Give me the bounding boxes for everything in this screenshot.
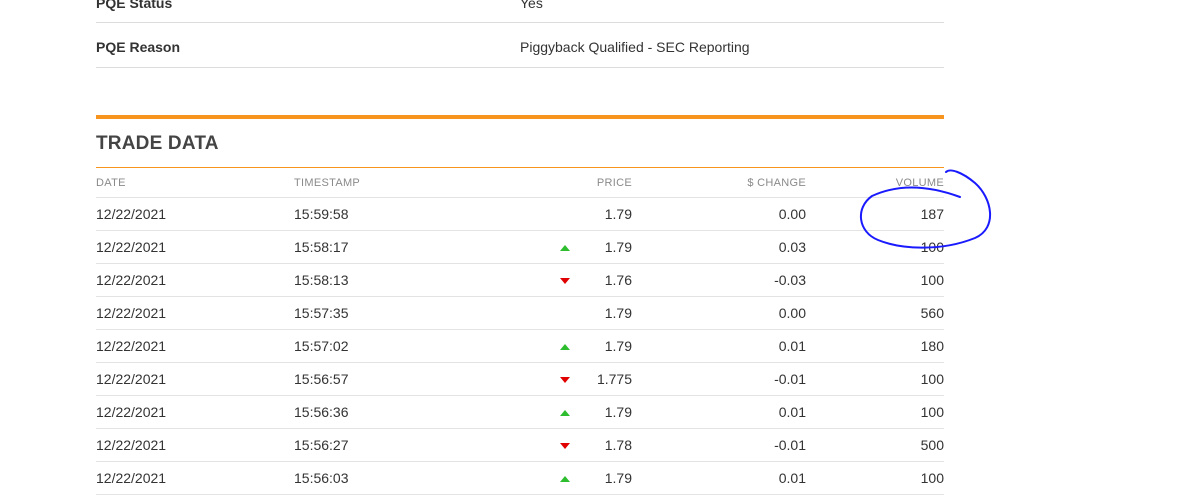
column-header-volume[interactable]: VOLUME bbox=[806, 169, 944, 198]
pqe-reason-value: Piggyback Qualified - SEC Reporting bbox=[520, 39, 750, 55]
cell-direction bbox=[556, 428, 586, 462]
table-row: 12/22/2021 15:56:27 1.78 -0.01 500 bbox=[96, 428, 944, 462]
cell-volume: 180 bbox=[806, 329, 944, 363]
cell-direction bbox=[556, 329, 586, 363]
quote-page: PQE Status Yes PQE Reason Piggyback Qual… bbox=[96, 0, 944, 495]
cell-change: 0.03 bbox=[632, 230, 806, 264]
cell-price: 1.79 bbox=[586, 197, 632, 231]
cell-date: 12/22/2021 bbox=[96, 395, 292, 429]
table-row: 12/22/2021 15:58:17 1.79 0.03 100 bbox=[96, 230, 944, 264]
table-row: 12/22/2021 15:59:58 1.79 0.00 187 bbox=[96, 197, 944, 231]
triangle-down-icon bbox=[560, 278, 570, 285]
cell-volume: 187 bbox=[806, 197, 944, 231]
cell-date: 12/22/2021 bbox=[96, 230, 292, 264]
cell-volume: 560 bbox=[806, 296, 944, 330]
cell-date: 12/22/2021 bbox=[96, 263, 292, 297]
trade-rows: 12/22/2021 15:59:58 1.79 0.00 187 12/22/2021 1… bbox=[96, 197, 944, 495]
table-row: 12/22/2021 15:57:35 1.79 0.00 560 bbox=[96, 296, 944, 330]
cell-volume: 100 bbox=[806, 230, 944, 264]
column-header-direction bbox=[556, 169, 586, 198]
cell-price: 1.79 bbox=[586, 395, 632, 429]
section-divider bbox=[96, 167, 944, 168]
cell-direction bbox=[556, 230, 586, 264]
triangle-up-icon bbox=[560, 245, 570, 252]
triangle-up-icon bbox=[560, 476, 570, 483]
cell-change: 0.01 bbox=[632, 329, 806, 363]
trade-data-table: DATE TIMESTAMP PRICE $ CHANGE VOLUME 12/… bbox=[96, 169, 944, 495]
trade-data-title: TRADE DATA bbox=[96, 133, 219, 154]
cell-change: 0.01 bbox=[632, 461, 806, 495]
pqe-status-row: PQE Status Yes bbox=[96, 0, 944, 23]
cell-timestamp: 15:56:03 bbox=[292, 461, 556, 495]
cell-date: 12/22/2021 bbox=[96, 461, 292, 495]
cell-date: 12/22/2021 bbox=[96, 362, 292, 396]
cell-timestamp: 15:59:58 bbox=[292, 197, 556, 231]
table-row: 12/22/2021 15:57:02 1.79 0.01 180 bbox=[96, 329, 944, 363]
triangle-down-icon bbox=[560, 443, 570, 450]
cell-timestamp: 15:56:36 bbox=[292, 395, 556, 429]
column-header-price[interactable]: PRICE bbox=[586, 169, 632, 198]
pqe-status-value: Yes bbox=[520, 0, 543, 11]
cell-timestamp: 15:57:02 bbox=[292, 329, 556, 363]
section-accent-bar bbox=[96, 115, 944, 119]
cell-direction bbox=[556, 362, 586, 396]
table-row: 12/22/2021 15:56:57 1.775 -0.01 100 bbox=[96, 362, 944, 396]
cell-change: -0.03 bbox=[632, 263, 806, 297]
table-row: 12/22/2021 15:58:13 1.76 -0.03 100 bbox=[96, 263, 944, 297]
cell-change: -0.01 bbox=[632, 428, 806, 462]
cell-change: 0.01 bbox=[632, 395, 806, 429]
triangle-up-icon bbox=[560, 344, 570, 351]
cell-timestamp: 15:58:17 bbox=[292, 230, 556, 264]
cell-timestamp: 15:57:35 bbox=[292, 296, 556, 330]
cell-change: -0.01 bbox=[632, 362, 806, 396]
pqe-reason-label: PQE Reason bbox=[96, 39, 181, 55]
cell-change: 0.00 bbox=[632, 296, 806, 330]
cell-timestamp: 15:56:57 bbox=[292, 362, 556, 396]
column-header-date[interactable]: DATE bbox=[96, 169, 292, 198]
cell-price: 1.79 bbox=[586, 461, 632, 495]
table-row: 12/22/2021 15:56:03 1.79 0.01 100 bbox=[96, 461, 944, 495]
cell-date: 12/22/2021 bbox=[96, 197, 292, 231]
cell-price: 1.775 bbox=[586, 362, 632, 396]
cell-price: 1.76 bbox=[586, 263, 632, 297]
column-header-change[interactable]: $ CHANGE bbox=[632, 169, 806, 198]
cell-date: 12/22/2021 bbox=[96, 329, 292, 363]
cell-volume: 100 bbox=[806, 263, 944, 297]
table-header-row: DATE TIMESTAMP PRICE $ CHANGE VOLUME bbox=[96, 169, 944, 198]
triangle-down-icon bbox=[560, 377, 570, 384]
cell-change: 0.00 bbox=[632, 197, 806, 231]
cell-price: 1.79 bbox=[586, 230, 632, 264]
cell-timestamp: 15:58:13 bbox=[292, 263, 556, 297]
cell-timestamp: 15:56:27 bbox=[292, 428, 556, 462]
pqe-status-label: PQE Status bbox=[96, 0, 173, 11]
cell-date: 12/22/2021 bbox=[96, 428, 292, 462]
triangle-up-icon bbox=[560, 410, 570, 417]
cell-volume: 100 bbox=[806, 461, 944, 495]
cell-volume: 500 bbox=[806, 428, 944, 462]
cell-volume: 100 bbox=[806, 362, 944, 396]
cell-direction bbox=[556, 197, 586, 231]
cell-direction bbox=[556, 461, 586, 495]
cell-volume: 100 bbox=[806, 395, 944, 429]
cell-price: 1.79 bbox=[586, 329, 632, 363]
cell-price: 1.78 bbox=[586, 428, 632, 462]
table-row: 12/22/2021 15:56:36 1.79 0.01 100 bbox=[96, 395, 944, 429]
pqe-reason-row: PQE Reason Piggyback Qualified - SEC Rep… bbox=[96, 23, 944, 68]
cell-direction bbox=[556, 296, 586, 330]
column-header-timestamp[interactable]: TIMESTAMP bbox=[292, 169, 556, 198]
cell-price: 1.79 bbox=[586, 296, 632, 330]
cell-direction bbox=[556, 263, 586, 297]
cell-direction bbox=[556, 395, 586, 429]
cell-date: 12/22/2021 bbox=[96, 296, 292, 330]
